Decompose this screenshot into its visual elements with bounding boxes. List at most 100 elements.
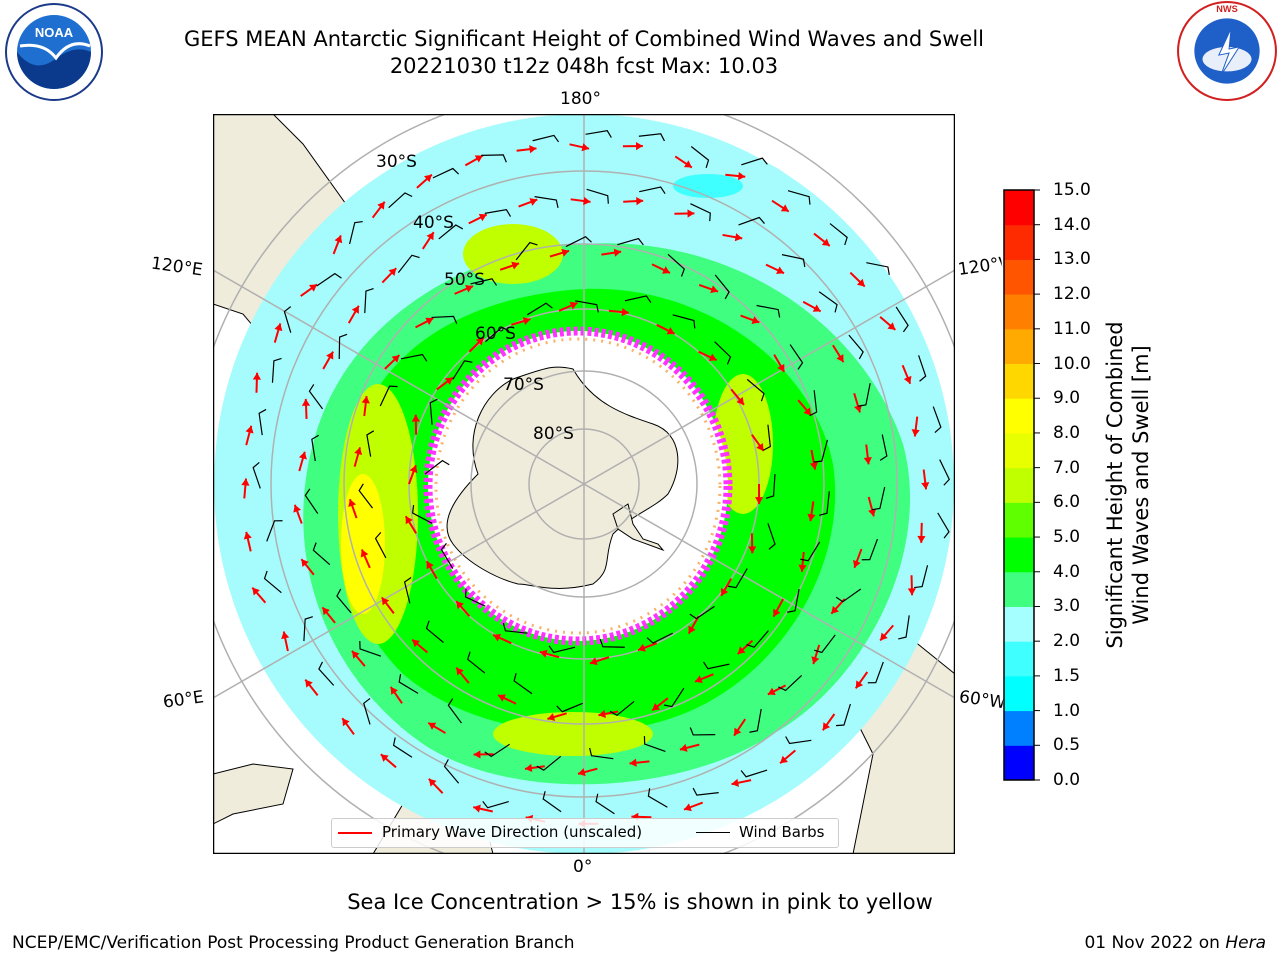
wind-barb: [848, 334, 864, 360]
wave-direction-arrowhead: [831, 605, 839, 614]
wave-direction-arrowhead: [426, 561, 434, 570]
machine-name: Hera: [1225, 933, 1266, 953]
wave-direction-arrowhead: [524, 763, 533, 773]
wave-direction-arrowhead: [710, 285, 719, 294]
legend-barb-swatch: [696, 832, 730, 833]
wind-barb: [589, 747, 614, 760]
wind-barb: [861, 538, 879, 561]
colorbar-tick-label: 1.5: [1053, 665, 1081, 686]
wind-barb: [617, 237, 644, 246]
wind-barb: [467, 651, 486, 674]
colorbar-bin: [1004, 190, 1034, 226]
wind-barb: [738, 216, 765, 226]
wind-barb: [746, 630, 769, 648]
colorbar-label: Significant Height of Combined Wind Wave…: [1102, 321, 1154, 648]
wave-direction-arrowhead: [683, 160, 692, 168]
wind-barb: [542, 791, 562, 813]
wind-barb: [871, 486, 886, 511]
wave-direction-arrowhead: [721, 587, 729, 596]
wind-barb: [762, 424, 771, 451]
colorbar-bin: [1004, 294, 1034, 330]
wave-direction-arrowhead: [473, 804, 481, 813]
wind-barb: [914, 565, 929, 589]
wave-direction-arrowhead: [598, 709, 606, 718]
wave-direction-arrowhead: [475, 337, 484, 346]
wind-barb: [425, 620, 444, 643]
wave-direction-arrowhead: [589, 657, 598, 666]
wave-direction-arrowhead: [361, 396, 370, 404]
wave-direction-arrowhead: [511, 261, 520, 270]
wind-barb: [814, 634, 836, 654]
legend-barb-label: Wind Barbs: [739, 823, 825, 841]
wave-direction-arrowhead: [734, 727, 742, 736]
wind-barb: [647, 788, 668, 808]
wind-barb: [767, 523, 776, 550]
wind-barb: [574, 300, 599, 313]
wave-direction-arrowhead: [737, 646, 746, 655]
colorbar: [1003, 189, 1040, 781]
wind-barb: [638, 133, 665, 142]
wind-barb: [515, 241, 538, 261]
colorbar-bin: [1004, 537, 1034, 573]
wave-band-bright-green: [339, 288, 836, 733]
lon-label-120w: 120°W: [956, 254, 1004, 280]
wind-barb: [624, 295, 652, 303]
wave-direction-arrowhead: [621, 307, 629, 317]
wave-direction-arrowhead: [687, 209, 695, 218]
wave-direction-arrowhead: [309, 284, 318, 292]
wave-direction-arrowhead: [636, 196, 644, 206]
wave-direction-arrowhead: [326, 351, 334, 360]
colorbar-tick-label: 6.0: [1053, 492, 1081, 513]
wind-barb: [787, 589, 800, 613]
wind-barb: [502, 622, 528, 634]
wave-direction-arrowhead: [629, 758, 637, 767]
wave-direction-arrowhead: [409, 465, 418, 474]
wind-barb: [714, 341, 732, 365]
wind-barb: [663, 687, 685, 708]
wind-barb: [303, 616, 313, 642]
wave-direction-arrowhead: [428, 778, 437, 787]
wave-direction-arrowhead: [809, 462, 818, 470]
wave-direction-arrowhead: [342, 718, 350, 727]
wind-barb: [484, 208, 512, 217]
wave-direction-arrowhead: [780, 204, 789, 212]
wave-direction-arrowhead: [887, 322, 896, 330]
wind-barb: [809, 390, 818, 417]
wave-direction-arrowhead: [388, 268, 397, 276]
wind-barb: [366, 430, 375, 457]
wind-barb: [703, 661, 730, 670]
national-weather-service-logo: NWS: [1177, 1, 1277, 101]
wave-direction-arrowhead: [822, 722, 831, 731]
lon-label-60e: 60°E: [161, 687, 206, 713]
wave-direction-arrowhead: [351, 305, 359, 314]
wave-direction-arrowhead: [754, 497, 764, 504]
wind-barb: [311, 434, 320, 462]
colorbar-tick-label: 0.0: [1053, 770, 1081, 790]
wind-barb: [895, 306, 909, 333]
wave-direction-arrowhead: [522, 317, 531, 325]
wave-direction-arrowhead: [425, 317, 434, 326]
wave-direction-arrowhead: [301, 398, 311, 406]
wave-direction-arrowhead: [917, 535, 926, 543]
wave-direction-arrowhead: [298, 451, 307, 460]
wave-direction-arrowhead: [561, 248, 570, 257]
wave-direction-arrowhead: [478, 213, 487, 222]
colorbar-bin: [1004, 710, 1034, 746]
wind-barb: [548, 645, 576, 654]
wave-direction-arrowhead: [411, 414, 420, 422]
colorbar-bin: [1004, 675, 1034, 712]
wave-direction-arrowhead: [426, 232, 434, 241]
wind-barb: [813, 439, 829, 463]
wave-direction-arrowhead: [803, 407, 812, 416]
wind-barb: [481, 154, 507, 163]
wave-direction-arrowhead: [821, 238, 830, 246]
wind-barb: [599, 639, 625, 648]
colorbar-bin: [1004, 502, 1034, 538]
wind-barb: [424, 459, 450, 475]
wind-barb: [781, 254, 806, 268]
wave-max-south: [493, 712, 653, 756]
wind-barb: [484, 743, 510, 758]
colorbar-tick-label: 9.0: [1053, 388, 1081, 409]
map-panel: [213, 114, 955, 854]
wind-barb: [672, 314, 696, 329]
